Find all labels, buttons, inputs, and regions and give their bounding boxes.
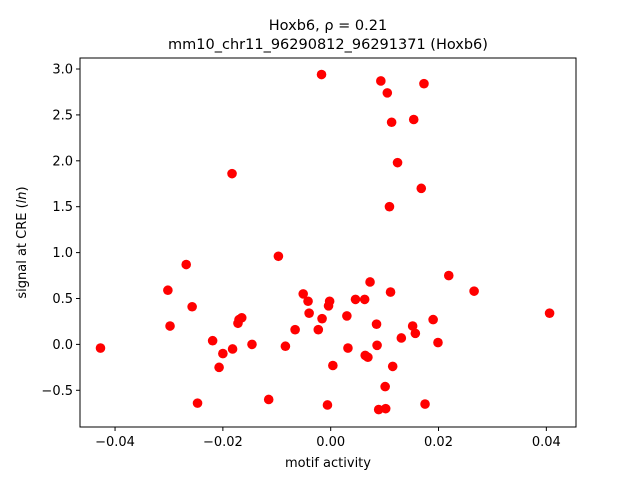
scatter-point (416, 183, 427, 194)
scatter-point (407, 321, 418, 331)
y-tick-label: −0.5 (41, 384, 73, 399)
scatter-point (263, 394, 274, 405)
scatter-point (469, 286, 479, 296)
y-tick-label: 3.0 (52, 63, 73, 78)
scatter-point (408, 114, 419, 125)
y-tick-label: 1.0 (52, 246, 73, 261)
scatter-point (322, 400, 333, 410)
scatter-point (392, 157, 403, 168)
scatter-point (247, 339, 257, 350)
scatter-point (420, 399, 430, 409)
scatter-point (163, 285, 173, 296)
y-tick-label: 0.5 (52, 292, 73, 307)
scatter-point (317, 313, 327, 324)
scatter-point (192, 398, 203, 408)
scatter-point (433, 337, 443, 348)
scatter-point (376, 76, 386, 86)
y-axis-ticks: −0.5 0.0 0.5 1.0 1.5 2.0 2.5 3.0 (41, 63, 80, 399)
x-axis-label: motif activity (285, 456, 371, 471)
scatter-point (273, 251, 284, 262)
y-tick-label: 1.5 (52, 200, 73, 215)
scatter-point (207, 335, 218, 346)
y-tick-label: 0.0 (52, 338, 73, 353)
scatter-point (372, 340, 382, 351)
scatter-point (359, 294, 370, 305)
scatter-point (373, 404, 384, 415)
scatter-point (387, 361, 398, 372)
scatter-point (384, 201, 395, 212)
scatter-point (214, 362, 224, 373)
scatter-point (343, 343, 353, 353)
chart-title-line-1: Hoxb6, ρ = 0.21 (269, 18, 387, 34)
scatter-point (386, 117, 397, 128)
x-tick-label: −0.02 (203, 435, 243, 450)
scatter-point (428, 314, 438, 325)
plot-area-frame (79, 57, 577, 428)
x-tick-label: 0.02 (424, 435, 453, 450)
scatter-point (342, 311, 352, 321)
scatter-point (280, 341, 291, 352)
scatter-point (181, 259, 192, 270)
scatter-point (236, 312, 247, 323)
scatter-point (218, 348, 228, 359)
data-points (95, 69, 555, 415)
scatter-point (227, 168, 237, 179)
y-tick-label: 2.5 (52, 108, 73, 123)
scatter-point (544, 308, 555, 318)
scatter-point (298, 289, 309, 299)
scatter-point (313, 324, 324, 335)
scatter-point (303, 296, 313, 307)
scatter-point (350, 294, 361, 305)
y-axis-label: signal at CRE (ln) (15, 186, 30, 298)
scatter-point (324, 296, 335, 307)
scatter-point (380, 403, 391, 414)
scatter-point (419, 78, 429, 89)
scatter-point (382, 88, 393, 98)
scatter-point (365, 277, 375, 287)
scatter-point (304, 308, 314, 318)
scatter-point (290, 324, 300, 335)
x-tick-label: 0.04 (532, 435, 561, 450)
scatter-point (380, 381, 390, 392)
scatter-point (328, 360, 338, 371)
y-tick-label: 2.0 (52, 154, 73, 169)
scatter-point (385, 287, 396, 297)
scatter-point (316, 69, 327, 80)
chart-title-line-2: mm10_chr11_96290812_96291371 (Hoxb6) (168, 37, 488, 53)
scatter-point (187, 301, 197, 312)
scatter-point (165, 321, 175, 331)
scatter-point (363, 352, 373, 363)
scatter-point (227, 344, 238, 354)
scatter-point (95, 343, 106, 353)
scatter-point (396, 333, 407, 343)
x-tick-label: 0.00 (316, 435, 345, 450)
x-axis-ticks: −0.04 −0.02 0.00 0.02 0.04 (95, 427, 561, 450)
scatter-point (371, 319, 382, 329)
x-tick-label: −0.04 (95, 435, 135, 450)
scatter-point (410, 328, 421, 339)
scatter-point (443, 270, 454, 281)
